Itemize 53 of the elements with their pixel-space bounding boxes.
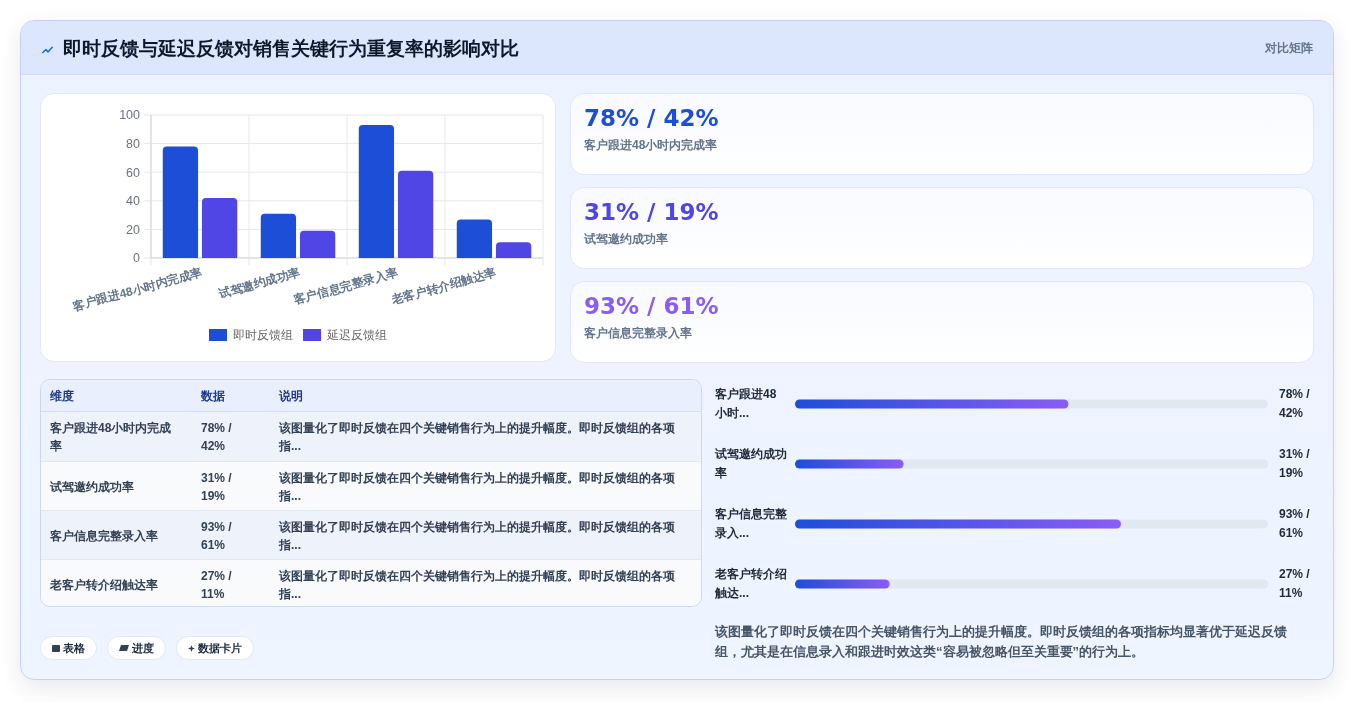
text: 78% / 42% [201, 420, 232, 453]
text: 表格 [63, 640, 85, 656]
category-label: 客户跟进48小时内完成率 [50, 420, 172, 453]
category-label: 老客户转介绍触达率 [50, 577, 158, 592]
text: 78% / 42% [584, 105, 719, 131]
text: 对比矩阵 [1265, 41, 1313, 55]
text: 即时反馈与延迟反馈对销售关键行为重复率的影响对比 [63, 38, 519, 59]
y-tick-label: 40 [126, 194, 141, 209]
category-label: 数据 [201, 389, 225, 403]
y-tick-label: 老客户转介绍触达... [715, 566, 788, 602]
bar [397, 170, 434, 258]
text: 该图量化了即时反馈在四个关键销售行为上的提升幅度。即时反馈组的各项指... [279, 470, 675, 503]
data-label: 27% / 11% [1279, 566, 1311, 602]
y-tick-label: 20 [126, 222, 141, 237]
bar [795, 459, 904, 469]
bar [456, 219, 493, 258]
bar [299, 230, 336, 258]
data-label: 78% / 42% [1279, 386, 1311, 422]
text: 进度 [132, 640, 154, 656]
bar [201, 197, 238, 258]
text: 31% / 19% [584, 199, 719, 225]
y-tick-label: 80 [126, 136, 141, 151]
data-label: 31% / 19% [1279, 446, 1311, 482]
bar [358, 125, 395, 258]
text: 该图量化了即时反馈在四个关键销售行为上的提升幅度。即时反馈组的各项指... [279, 420, 675, 453]
bar [495, 242, 532, 258]
y-tick-label: 100 [119, 108, 141, 123]
y-tick-label: 客户信息完整录入... [715, 506, 788, 542]
text: 93% / 61% [584, 293, 719, 319]
text: 31% / 19% [201, 470, 232, 503]
text: 该图量化了即时反馈在四个关键销售行为上的提升幅度。即时反馈组的各项指... [279, 519, 675, 552]
category-label: 客户跟进48小时内完成率 [584, 138, 718, 152]
bar [260, 213, 297, 258]
bar [162, 146, 199, 258]
text: 该图量化了即时反馈在四个关键销售行为上的提升幅度。即时反馈组的各项指标均显著优于延迟反馈组，尤其是在信息录入和跟进时效这类“容易被忽略但至关重要”的行为上。 [715, 624, 1287, 659]
category-label: 试驾邀约成功率 [584, 232, 668, 246]
text: 93% / 61% [201, 519, 232, 552]
text: 27% / 11% [201, 568, 232, 601]
text: 该图量化了即时反馈在四个关键销售行为上的提升幅度。即时反馈组的各项指... [279, 568, 675, 601]
category-label: 客户信息完整录入率 [584, 326, 692, 340]
y-tick-label: 试驾邀约成功率 [715, 446, 788, 482]
text: 数据卡片 [198, 640, 242, 656]
y-tick-label: 0 [133, 251, 141, 266]
x-tick-label: 客户跟进48小时内完成率 [70, 265, 204, 314]
y-tick-label: 60 [126, 165, 141, 180]
category-label: 说明 [279, 389, 303, 403]
category-label: 客户信息完整录入率 [50, 528, 158, 543]
y-tick-label: 客户跟进48小时... [715, 386, 778, 422]
category-label: 维度 [50, 389, 74, 403]
legend-label: 延迟反馈组 [326, 328, 387, 343]
bar [795, 579, 890, 589]
data-label: 93% / 61% [1279, 506, 1311, 542]
legend-label: 即时反馈组 [233, 328, 293, 343]
